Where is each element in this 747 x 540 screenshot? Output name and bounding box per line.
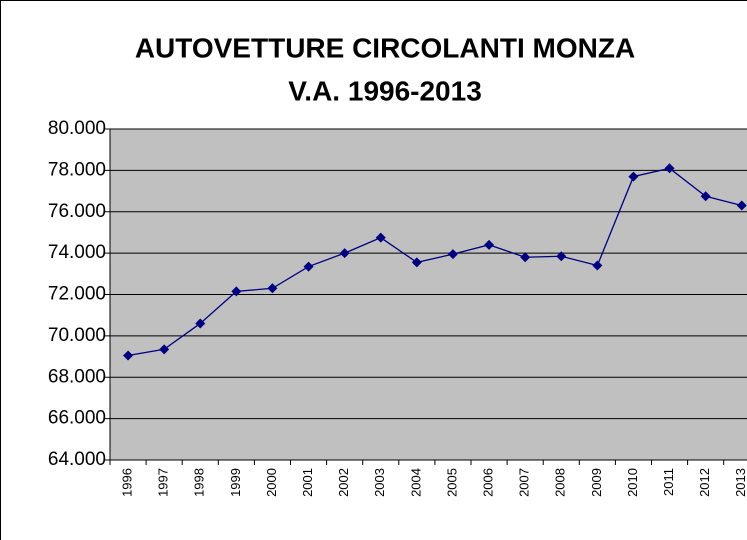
marker: [159, 344, 170, 355]
y-tick-label: 64.000: [48, 449, 106, 470]
x-tick-label: 2003: [372, 468, 387, 497]
marker: [375, 232, 386, 243]
marker: [195, 318, 206, 329]
x-tick-label: 1999: [228, 468, 243, 497]
x-tick-label: 2005: [444, 468, 459, 497]
x-tick-label: 2004: [408, 468, 423, 497]
x-tick-label: 2011: [661, 468, 676, 496]
marker: [520, 252, 531, 263]
marker: [447, 249, 458, 260]
marker: [231, 286, 242, 297]
y-tick-label: 74.000: [48, 242, 106, 263]
marker: [411, 257, 422, 268]
x-tick-label: 2008: [553, 468, 568, 497]
y-tick-label: 66.000: [48, 408, 106, 429]
x-tick-label: 2007: [517, 468, 532, 497]
y-tick-label: 80.000: [48, 118, 106, 139]
marker: [267, 283, 278, 294]
x-tick-label: 1997: [156, 468, 171, 497]
marker: [484, 239, 495, 250]
x-tick-label: 2006: [480, 468, 495, 497]
chart-title: V.A. 1996-2013: [288, 75, 482, 106]
marker: [592, 260, 603, 271]
x-tick-label: 2002: [336, 468, 351, 497]
chart-title: AUTOVETTURE CIRCOLANTI MONZA: [135, 32, 635, 63]
x-tick-label: 1998: [192, 468, 207, 497]
marker: [339, 248, 350, 259]
line: [127, 167, 742, 357]
x-tick-label: 2013: [733, 468, 747, 497]
marker: [664, 163, 675, 174]
marker: [123, 350, 134, 361]
marker: [556, 251, 567, 262]
x-tick-label: 2001: [300, 468, 315, 497]
x-tick-label: 2012: [697, 468, 712, 497]
y-tick-label: 76.000: [48, 201, 106, 222]
marker: [303, 261, 314, 272]
marker: [700, 191, 711, 202]
marker: [736, 200, 747, 211]
y-tick-label: 78.000: [48, 159, 106, 180]
x-tick-label: 2009: [589, 468, 604, 497]
x-tick-label: 2010: [625, 468, 640, 497]
x-tick-label: 1996: [119, 468, 134, 497]
y-tick-label: 72.000: [48, 284, 106, 305]
y-tick-label: 70.000: [48, 325, 106, 346]
y-tick-label: 68.000: [48, 366, 106, 387]
x-tick-label: 2000: [264, 468, 279, 497]
marker: [628, 171, 639, 182]
